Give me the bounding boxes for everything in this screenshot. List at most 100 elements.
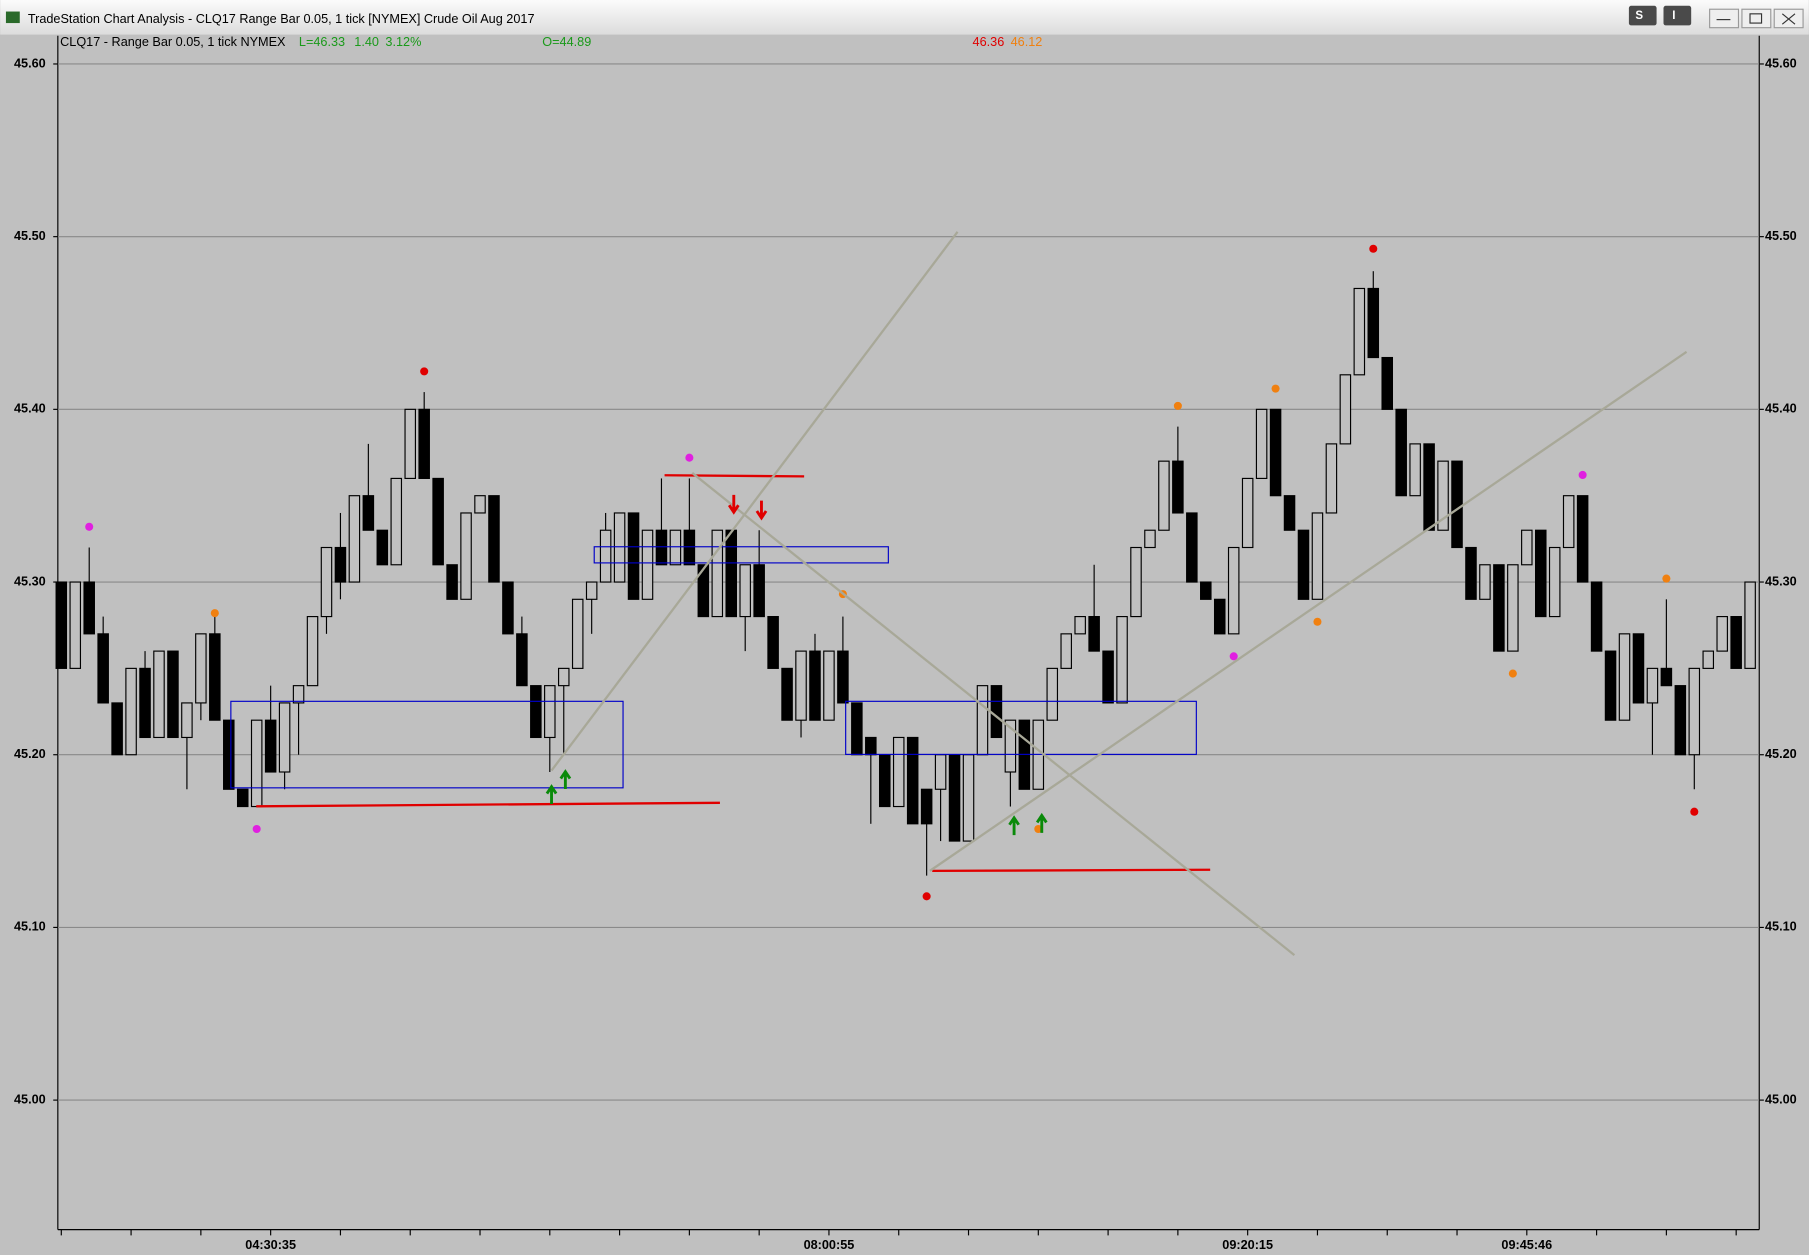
down-body [418, 408, 430, 480]
i-button-label: I [1672, 10, 1675, 22]
sell-arrow [755, 500, 768, 521]
up-body [1744, 581, 1756, 669]
y-tick-label: 45.60 [14, 56, 46, 70]
indicator-dot [210, 609, 219, 618]
up-body [739, 564, 751, 618]
up-body [1004, 719, 1017, 773]
down-body [446, 564, 458, 600]
down-body [1269, 408, 1282, 497]
buy-arrow [545, 784, 558, 804]
down-body [1730, 615, 1742, 669]
y-tick-label: 45.10 [1765, 920, 1797, 934]
down-body [753, 564, 765, 618]
up-body [125, 667, 137, 756]
y-tick-label: 45.20 [1765, 747, 1797, 761]
down-body [725, 529, 738, 618]
up-body [1339, 374, 1352, 445]
y-tick-label: 45.40 [14, 402, 46, 416]
up-body [1507, 564, 1519, 652]
minimize-button[interactable] [1709, 8, 1740, 29]
down-body [432, 477, 444, 566]
up-body [1227, 546, 1240, 635]
down-body [1632, 633, 1645, 704]
up-body [1325, 443, 1338, 514]
up-body [1618, 633, 1631, 721]
y-tick-label: 45.60 [1765, 56, 1797, 70]
up-body [557, 667, 570, 687]
indicator-dot [685, 453, 694, 462]
down-body [851, 702, 863, 756]
up-body [474, 495, 486, 514]
up-body [1353, 287, 1366, 376]
s-button[interactable] [1628, 5, 1657, 26]
up-body [1060, 633, 1072, 669]
down-body [209, 633, 221, 721]
y-tick-label: 45.00 [14, 1092, 46, 1106]
down-body [97, 633, 109, 704]
down-body [167, 650, 179, 739]
down-body [655, 529, 668, 566]
maximize-button[interactable] [1741, 8, 1772, 29]
up-body [613, 512, 626, 583]
down-body [1590, 581, 1603, 652]
down-body [837, 650, 849, 704]
down-body [362, 495, 375, 531]
up-body [1158, 460, 1170, 531]
y-tick-label: 45.30 [1765, 574, 1797, 588]
up-body [69, 581, 82, 669]
indicator-dot [1662, 574, 1671, 583]
up-body [934, 754, 947, 790]
up-body [641, 529, 654, 600]
up-body [1548, 546, 1561, 618]
y-tick-label: 45.00 [1765, 1092, 1797, 1106]
trend-line [929, 350, 1688, 872]
down-body [865, 736, 877, 756]
i-button[interactable] [1663, 5, 1692, 26]
x-tick-label: 08:00:55 [804, 1238, 855, 1252]
buy-arrow [1008, 815, 1020, 836]
drawings [230, 231, 1688, 956]
up-body [1116, 615, 1128, 704]
up-body [976, 685, 989, 756]
zone-box [845, 700, 1197, 755]
up-body [1241, 477, 1254, 549]
down-body [809, 650, 821, 721]
sell-arrow [727, 494, 740, 515]
header-value: 1.40 [354, 35, 379, 49]
up-body [1437, 460, 1449, 531]
header-value: L=46.33 [299, 35, 345, 49]
up-body [1702, 650, 1715, 669]
title-bar [0, 0, 1809, 35]
down-body [1423, 443, 1435, 531]
down-body [1493, 564, 1505, 652]
down-body [1367, 287, 1380, 359]
trend-line [691, 472, 1296, 956]
s-button-label: S [1635, 10, 1643, 22]
down-body [948, 754, 961, 842]
indicator-dot [420, 367, 429, 376]
indicator-dot [1229, 652, 1238, 661]
down-body [1172, 460, 1184, 514]
down-body [1283, 495, 1296, 531]
up-body [153, 650, 165, 739]
y-tick-label: 45.30 [14, 574, 46, 588]
y-tick-label: 45.50 [14, 229, 46, 243]
down-body [1604, 650, 1617, 721]
up-body [571, 598, 584, 669]
down-body [627, 512, 640, 600]
y-tick-label: 45.50 [1765, 229, 1797, 243]
y-tick-label: 45.40 [1765, 402, 1797, 416]
plot [55, 63, 1760, 1101]
level-line [932, 868, 1211, 873]
up-body [1688, 667, 1701, 756]
trend-line [550, 231, 959, 772]
y-tick-label: 45.10 [14, 920, 46, 934]
up-body [585, 581, 598, 600]
x-tick-label: 09:45:46 [1501, 1238, 1552, 1252]
down-body [1465, 546, 1477, 600]
up-body [390, 477, 403, 566]
close-glyph [1781, 13, 1796, 25]
up-body [1130, 546, 1142, 618]
